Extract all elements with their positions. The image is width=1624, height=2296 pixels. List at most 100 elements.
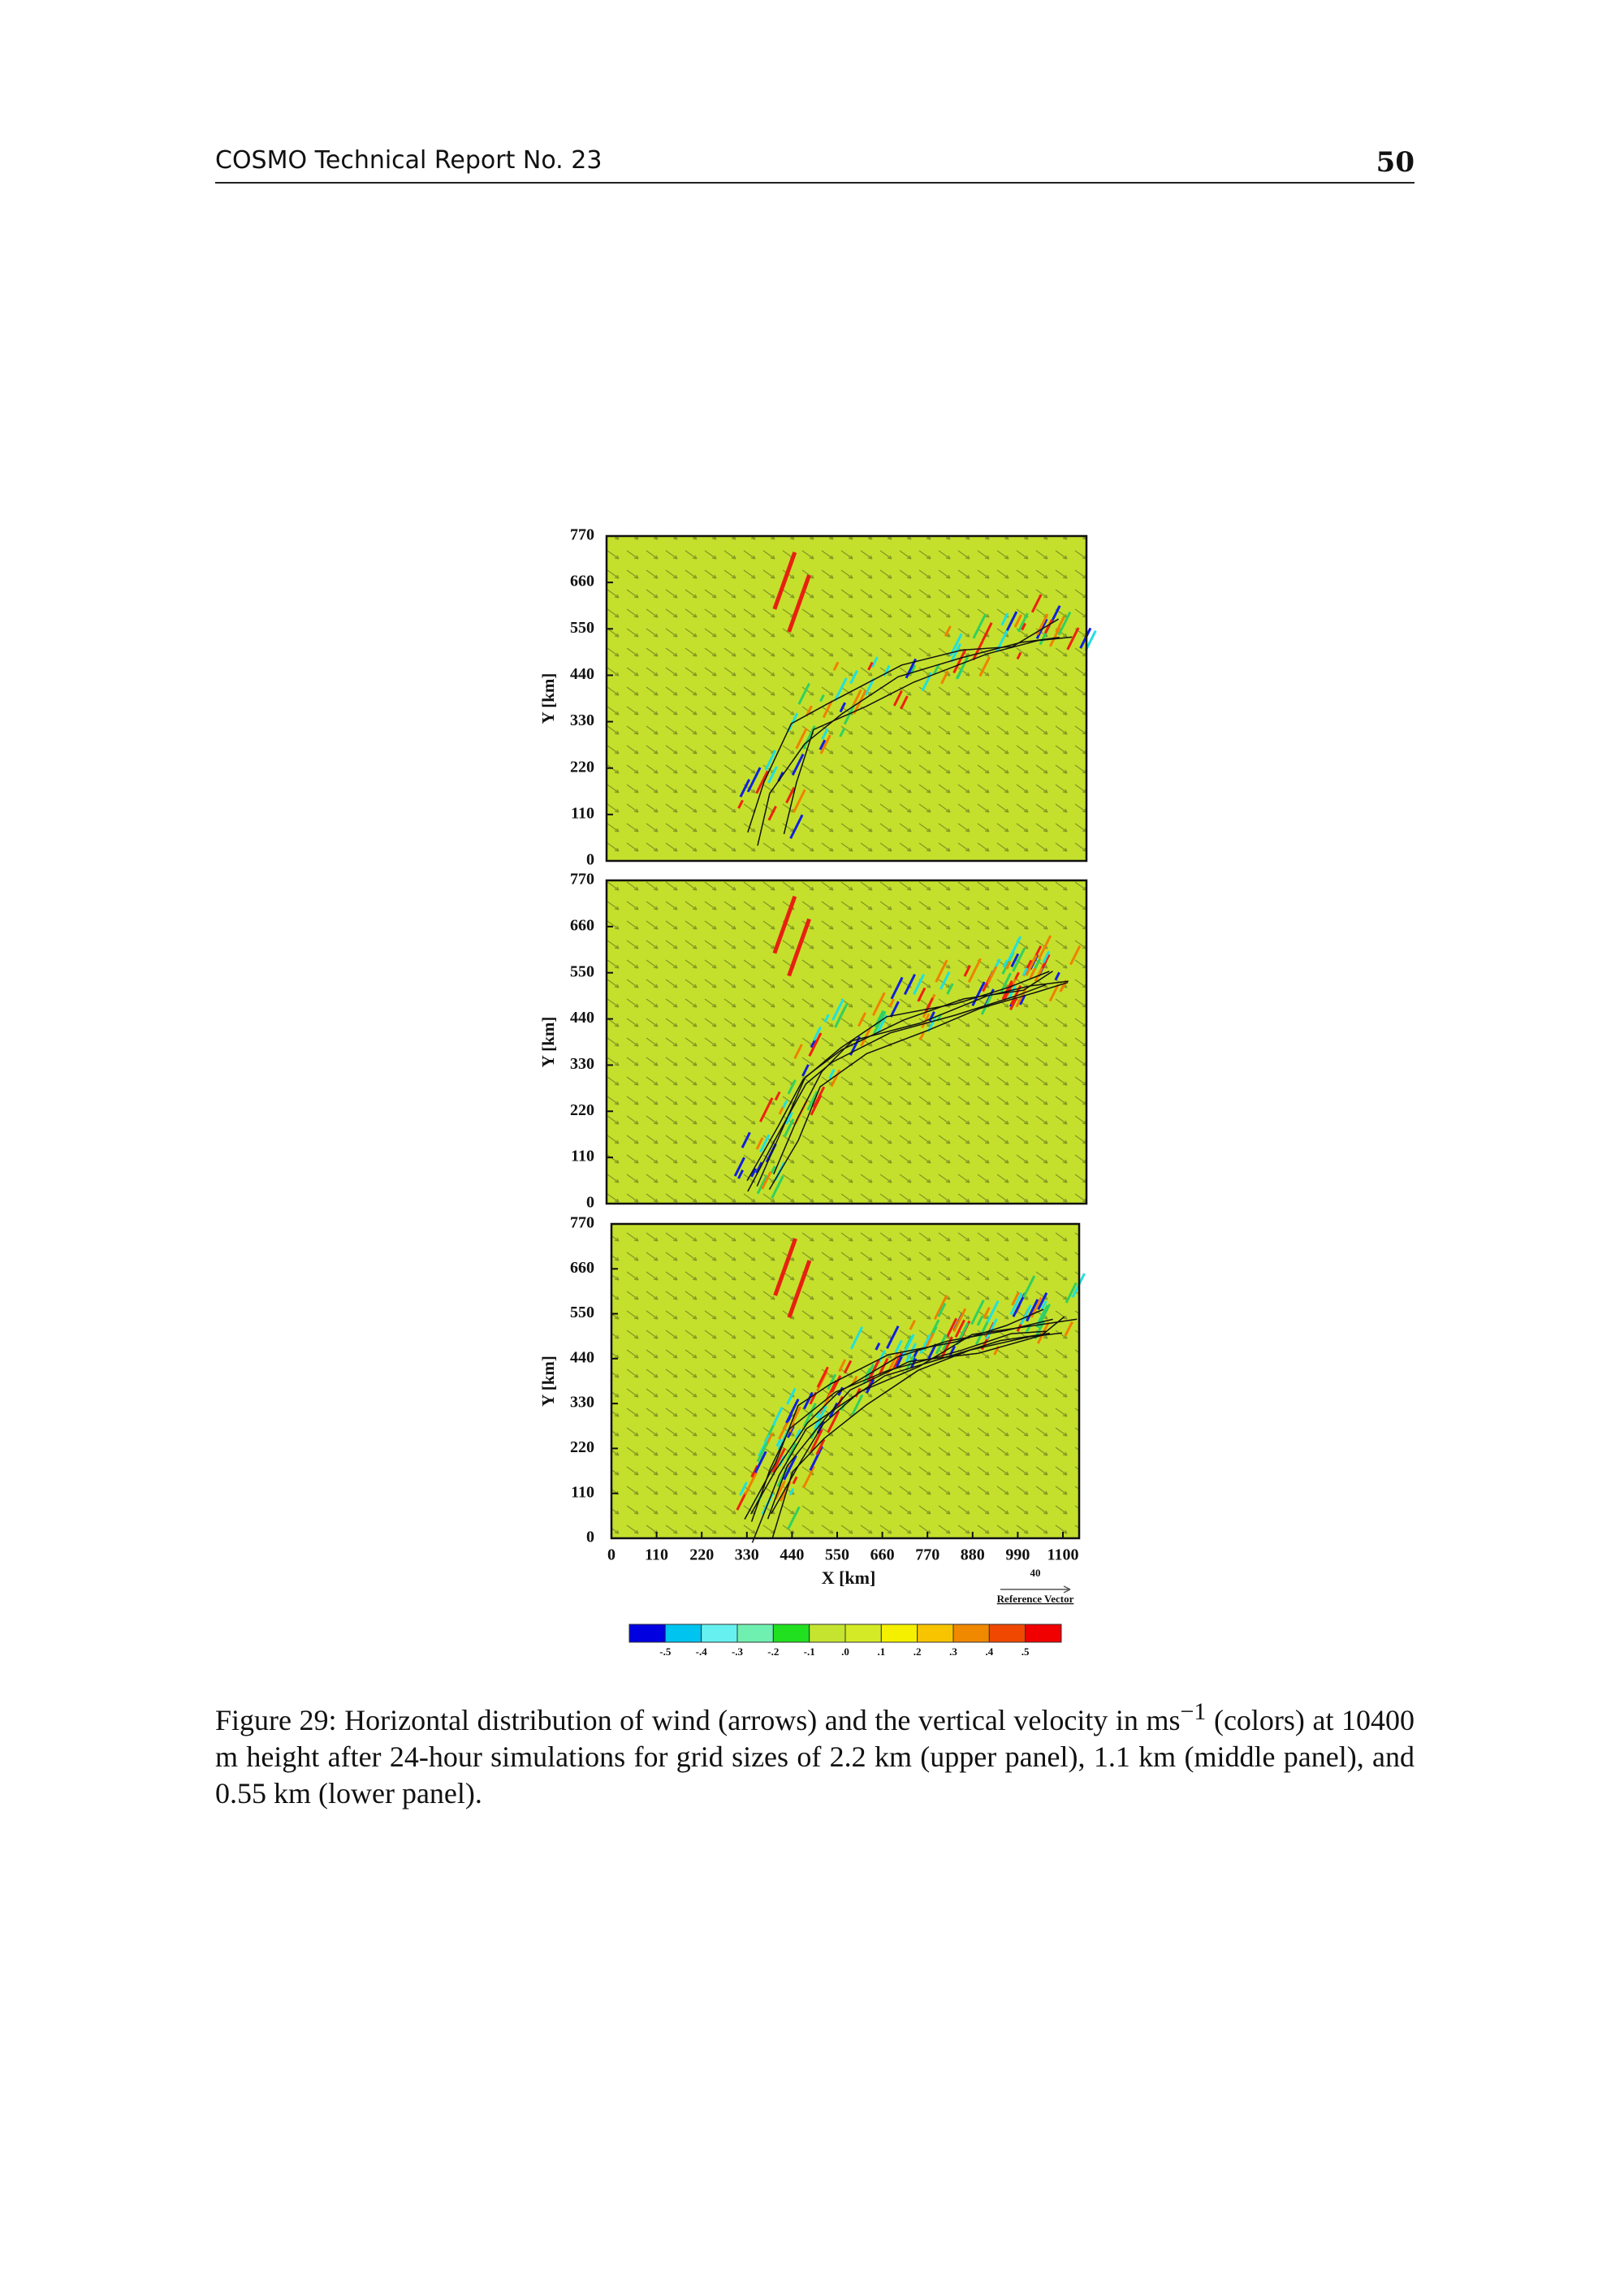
caption-superscript: −1 <box>1180 1698 1207 1725</box>
contour-line <box>750 1318 1053 1515</box>
vertical-velocity-streak <box>901 1334 915 1358</box>
colorbar-cell <box>664 1624 702 1643</box>
vertical-velocity-streak <box>815 1438 826 1455</box>
vertical-velocity-streak <box>737 799 744 809</box>
colorbar-label: -.3 <box>732 1645 744 1658</box>
x-axis-label: X [km] <box>822 1567 876 1588</box>
vertical-velocity-streak <box>750 1465 759 1478</box>
vertical-velocity-streak <box>976 1315 984 1326</box>
x-tick-label: 330 <box>735 1546 759 1564</box>
vertical-velocity-streak <box>900 695 909 710</box>
vertical-velocity-streak <box>970 1299 985 1325</box>
y-tick-label: 440 <box>570 1348 594 1366</box>
vertical-velocity-streak <box>1011 1291 1020 1306</box>
vertical-velocity-streak <box>1010 953 1020 968</box>
vertical-velocity-streak <box>1050 605 1061 624</box>
vertical-velocity-streak <box>918 1031 925 1041</box>
field-streaks <box>733 895 1082 1199</box>
y-tick-label: 330 <box>570 711 594 729</box>
vertical-velocity-streak <box>1057 611 1072 636</box>
vertical-velocity-streak <box>810 1039 817 1049</box>
y-tick-label: 0 <box>586 1194 594 1212</box>
vertical-velocity-streak <box>810 1429 823 1453</box>
vertical-velocity-streak <box>788 1488 795 1496</box>
vertical-velocity-streak <box>905 1356 915 1372</box>
vertical-velocity-streak <box>889 1001 900 1018</box>
y-tick-label: 0 <box>586 1529 594 1546</box>
vertical-velocity-streak <box>756 1174 768 1195</box>
x-tick-label: 0 <box>607 1546 615 1564</box>
vertical-velocity-streak <box>782 1100 788 1109</box>
vertical-velocity-streak <box>793 1044 803 1060</box>
vertical-velocity-streak <box>972 640 984 661</box>
vertical-velocity-streak <box>736 1492 747 1511</box>
vertical-velocity-streak <box>801 1064 810 1077</box>
vertical-velocity-streak <box>733 1157 745 1177</box>
vertical-velocity-streak <box>909 1319 916 1330</box>
x-tick-label: 1100 <box>1047 1546 1079 1564</box>
vertical-velocity-streak <box>789 814 804 840</box>
y-tick-label: 220 <box>570 1101 594 1119</box>
vertical-velocity-streak <box>864 677 875 696</box>
vertical-velocity-streak <box>1069 945 1082 966</box>
vertical-velocity-streak <box>750 1168 757 1178</box>
vertical-velocity-streak <box>955 656 969 680</box>
vertical-velocity-streak <box>944 625 952 637</box>
vertical-velocity-streak <box>759 1134 771 1153</box>
vertical-velocity-streak <box>857 1012 867 1027</box>
vertical-velocity-streak <box>770 1165 776 1174</box>
vertical-velocity-streak <box>1021 967 1029 976</box>
colorbar-cell <box>844 1624 882 1643</box>
colorbar-cell <box>736 1624 774 1643</box>
vertical-velocity-streak <box>1065 1282 1078 1304</box>
vertical-velocity-streak <box>787 1260 812 1318</box>
y-tick-label: 220 <box>570 758 594 776</box>
y-tick-label: 440 <box>570 665 594 683</box>
vertical-velocity-streak <box>772 551 797 610</box>
y-tick-label: 660 <box>570 573 594 590</box>
vertical-velocity-streak <box>1009 997 1018 1011</box>
vertical-velocity-streak <box>834 1003 849 1028</box>
vertical-velocity-streak <box>755 770 769 794</box>
vertical-velocity-streak <box>792 1476 798 1485</box>
vertical-velocity-streak <box>737 1169 745 1179</box>
vertical-velocity-streak <box>983 1307 991 1319</box>
y-axis-label: Y [km] <box>538 1356 558 1407</box>
vertical-velocity-streak <box>786 1387 797 1405</box>
vertical-velocity-streak <box>774 1091 781 1101</box>
vertical-velocity-streak <box>767 805 777 821</box>
y-tick-label: 550 <box>570 962 594 980</box>
vertical-velocity-streak <box>1040 1299 1047 1310</box>
vertical-velocity-streak <box>822 700 833 719</box>
vertical-velocity-streak <box>787 1079 797 1095</box>
vertical-velocity-streak <box>1013 614 1023 628</box>
vertical-velocity-streak <box>1048 984 1060 1002</box>
x-tick-label: 220 <box>689 1546 714 1564</box>
vertical-velocity-streak <box>892 690 903 707</box>
vertical-velocity-streak <box>1009 1292 1023 1316</box>
vertical-velocity-streak <box>771 1447 786 1473</box>
vertical-velocity-streak <box>1016 651 1022 660</box>
y-tick-label: 110 <box>571 1148 594 1165</box>
vertical-velocity-streak <box>1022 1304 1032 1320</box>
panel-frame <box>610 1222 1081 1540</box>
colorbar-cell <box>988 1624 1026 1643</box>
vertical-velocity-streak <box>802 1391 814 1410</box>
y-tick-label: 550 <box>570 619 594 637</box>
vertical-velocity-streak <box>981 622 993 642</box>
contour-line <box>747 984 1047 1192</box>
vertical-velocity-streak <box>819 694 825 703</box>
vertical-velocity-streak <box>952 648 967 674</box>
vertical-velocity-streak <box>834 677 848 702</box>
vertical-velocity-streak <box>764 750 777 771</box>
colorbar-cell <box>952 1624 990 1643</box>
vertical-velocity-streak <box>1004 611 1018 635</box>
vertical-velocity-streak <box>1000 612 1009 626</box>
vertical-velocity-streak <box>1037 1292 1048 1311</box>
vertical-velocity-streak <box>843 703 856 725</box>
vertical-velocity-streak <box>946 1317 958 1338</box>
vertical-velocity-streak <box>870 656 879 668</box>
colorbar-label: .1 <box>877 1645 885 1658</box>
